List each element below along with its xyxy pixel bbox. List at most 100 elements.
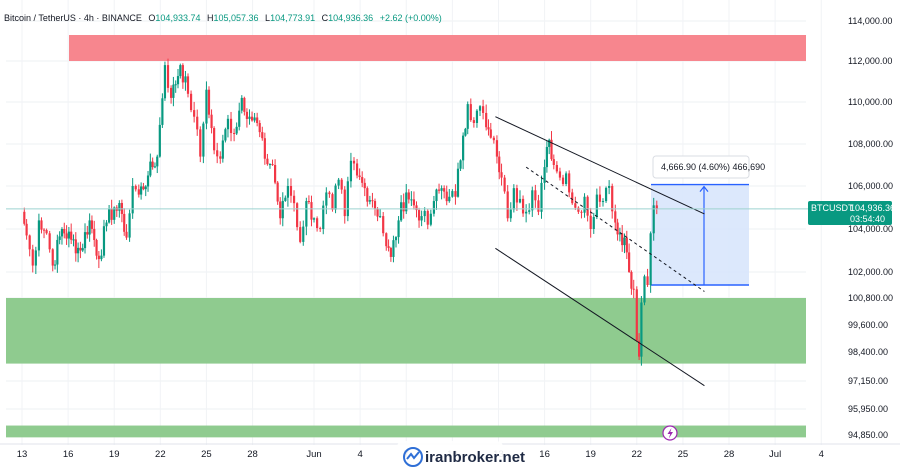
- candle-body: [305, 201, 308, 227]
- price-tick-label: 95,950.00: [848, 404, 888, 414]
- zone-resistance: [69, 35, 806, 61]
- candle-body: [423, 210, 426, 217]
- candle-body: [51, 249, 54, 266]
- candle-body: [643, 276, 646, 303]
- candle-body: [70, 231, 73, 240]
- channel-upper-line[interactable]: [495, 116, 705, 215]
- time-tick-label: 28: [724, 449, 735, 460]
- price-tick-label: 100,800.00: [848, 293, 893, 303]
- candle-body: [420, 216, 423, 221]
- time-tick-label: 25: [678, 449, 689, 460]
- candle-body: [472, 120, 475, 123]
- candle-body: [128, 213, 131, 238]
- candle-body: [58, 236, 61, 240]
- candle-body: [618, 233, 621, 235]
- candle-body: [276, 182, 279, 202]
- candle-body: [625, 237, 628, 253]
- candle-body: [376, 208, 379, 217]
- candle-body: [56, 239, 59, 265]
- candle-body: [142, 186, 145, 190]
- candle-body: [410, 199, 413, 201]
- candle-body: [186, 76, 190, 94]
- candle-body: [509, 209, 512, 219]
- candle-body: [235, 126, 238, 134]
- candle-body: [628, 252, 631, 272]
- measure-label-box: [652, 155, 750, 179]
- candle-body: [550, 139, 553, 160]
- candle-body: [100, 255, 103, 260]
- candle-body: [503, 177, 506, 192]
- candle-body: [487, 127, 490, 130]
- measure-label: 4,666.90 (4.60%) 466,690: [661, 162, 765, 172]
- candle-body: [110, 208, 113, 220]
- candle-body: [469, 104, 472, 121]
- candle-body: [580, 211, 583, 213]
- candle-body: [608, 186, 611, 188]
- candle-body: [485, 112, 488, 128]
- zone-support: [6, 298, 806, 364]
- descending-channel[interactable]: [495, 116, 705, 387]
- time-tick-label: 28: [247, 449, 258, 460]
- candle-body: [498, 156, 501, 173]
- candle-body: [273, 165, 277, 183]
- candle-body: [346, 181, 349, 217]
- candle-body: [443, 188, 446, 192]
- candle-body: [545, 146, 548, 168]
- price-range-measure[interactable]: 4,666.90 (4.60%) 466,690: [651, 155, 765, 286]
- candle-body: [521, 198, 525, 214]
- candle-body: [307, 201, 311, 203]
- candle-body: [459, 160, 462, 169]
- candle-body: [340, 179, 343, 190]
- channel-mid-line[interactable]: [525, 166, 705, 292]
- candle-body: [368, 200, 371, 202]
- flash-icon[interactable]: [662, 425, 678, 441]
- candle-body: [144, 186, 147, 190]
- candle-body: [635, 289, 638, 341]
- candle-body: [397, 220, 400, 238]
- candle-body: [405, 192, 408, 212]
- candle-body: [65, 233, 68, 239]
- candle-body: [172, 84, 175, 98]
- candle-body: [337, 179, 340, 186]
- candle-body: [382, 216, 385, 234]
- candle-body: [90, 220, 94, 229]
- candle-body: [392, 240, 395, 257]
- channel-lower-line[interactable]: [495, 247, 705, 387]
- candle-body: [525, 211, 528, 214]
- measure-box[interactable]: [651, 184, 749, 285]
- price-tick-label: 112,000.00: [848, 56, 892, 66]
- candle-body: [500, 172, 503, 178]
- candle-body: [93, 228, 96, 240]
- candle-body: [432, 201, 436, 214]
- time-tick-label: 4: [819, 449, 824, 460]
- candle-body: [574, 203, 577, 208]
- candle-body: [256, 117, 259, 123]
- candle-body: [387, 246, 390, 248]
- candle-body: [158, 124, 161, 157]
- candle-body: [166, 65, 170, 88]
- candle-body: [464, 128, 467, 136]
- candle-body: [233, 133, 236, 135]
- candle-body: [81, 248, 84, 251]
- candle-body: [415, 205, 418, 211]
- candle-body: [261, 132, 264, 139]
- candle-body: [537, 200, 540, 212]
- price-axis[interactable]: 94,850.00 95,950.00 97,150.00 98,400.00 99,6…: [848, 16, 893, 440]
- candle-body: [125, 231, 128, 238]
- candle-body: [79, 247, 82, 251]
- candle-body: [118, 202, 121, 211]
- candle-body: [97, 255, 100, 260]
- candle-body: [604, 187, 608, 202]
- candle-body: [202, 123, 205, 157]
- candle-body: [131, 186, 134, 214]
- open-label: O: [148, 13, 155, 23]
- candle-body: [407, 192, 410, 200]
- candle-body: [482, 106, 485, 113]
- candle-body: [72, 239, 75, 241]
- candle-body: [614, 211, 617, 223]
- time-tick-label: 13: [17, 449, 28, 460]
- candle-body: [394, 237, 398, 241]
- candle-body: [271, 164, 274, 166]
- candle-body: [466, 104, 469, 129]
